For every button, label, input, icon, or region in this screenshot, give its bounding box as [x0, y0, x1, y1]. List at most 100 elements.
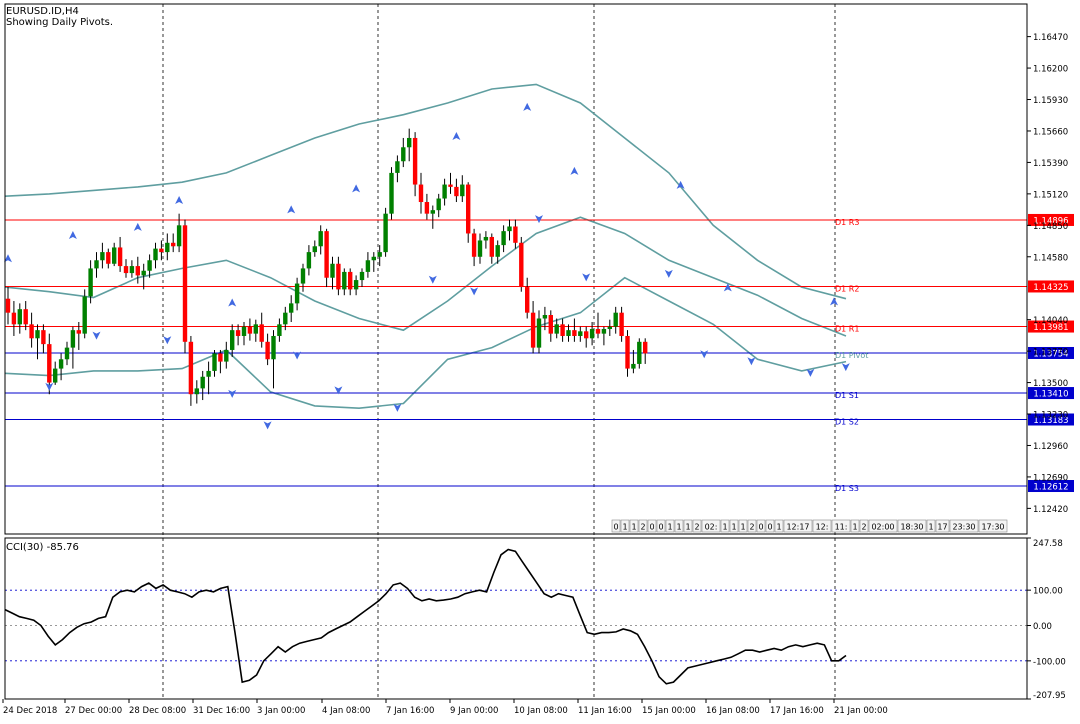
candle-body	[165, 242, 170, 253]
session-label: 02:	[705, 523, 718, 532]
time-tick-label: 31 Dec 16:00	[193, 706, 250, 716]
candle-body	[100, 252, 105, 261]
session-label: 02:00	[871, 523, 894, 532]
candle-body	[513, 226, 518, 243]
time-tick-label: 27 Dec 00:00	[65, 706, 122, 716]
price-tick-label: 1.14040	[1033, 316, 1068, 326]
fractal-down-icon	[841, 363, 850, 372]
candle-body	[466, 184, 471, 234]
fractal-down-icon	[92, 331, 101, 340]
session-box	[747, 519, 757, 533]
session-box	[812, 519, 832, 533]
candle-body	[324, 231, 329, 278]
time-tick-label: 15 Jan 00:00	[642, 706, 696, 716]
price-tick-label: 1.13230	[1033, 411, 1068, 421]
candle-body	[495, 245, 500, 257]
candle-body	[471, 233, 477, 257]
fractal-down-icon	[535, 215, 543, 224]
candle-body	[318, 231, 323, 247]
time-tick-label: 21 Jan 00:00	[834, 706, 888, 716]
candle-body	[253, 324, 258, 334]
price-tick-label: 1.15660	[1033, 127, 1068, 137]
candle-body	[377, 252, 382, 257]
session-label: 11:	[835, 523, 848, 532]
candle-body	[277, 324, 282, 336]
fractal-down-icon	[334, 386, 343, 395]
candle-body	[171, 242, 176, 247]
candle-body	[259, 324, 264, 342]
bollinger-lower-line	[4, 276, 847, 410]
candle-body	[342, 271, 347, 290]
candle-body	[607, 326, 612, 329]
candle-body	[353, 280, 359, 290]
candle-body	[542, 315, 548, 319]
candle-body	[584, 331, 589, 339]
session-label: 0	[758, 523, 763, 532]
session-label: 1	[731, 523, 736, 532]
pivot-name-label: D1 S3	[835, 484, 859, 493]
pivot-value-text: 1.13183	[1033, 416, 1068, 426]
session-label: 1	[776, 523, 781, 532]
candle-body	[112, 247, 117, 264]
session-label: 0	[613, 523, 618, 532]
fractal-down-icon	[428, 275, 437, 284]
candle-body	[619, 312, 624, 336]
pivot-name-label: D1 R1	[835, 325, 859, 334]
pivot-value-tag	[1028, 320, 1074, 333]
candle-body	[312, 246, 317, 253]
candle-body	[182, 225, 188, 342]
fractal-down-icon	[163, 336, 172, 345]
price-tick-label: 1.13770	[1033, 348, 1068, 358]
candle-body	[247, 326, 253, 334]
session-box	[897, 519, 927, 533]
session-box	[783, 519, 813, 533]
bollinger-bands	[4, 83, 847, 410]
session-label: 12:17	[786, 523, 809, 532]
fractal-down-icon	[45, 382, 54, 391]
candle-body	[235, 330, 241, 336]
candle-body	[35, 330, 40, 339]
time-tick-label: 3 Jan 00:00	[257, 706, 305, 716]
candle-body	[194, 388, 199, 395]
cci-tick-label: 247.58	[1033, 539, 1063, 549]
candle-body	[501, 231, 506, 246]
candle-body	[5, 298, 11, 313]
candle-body	[412, 137, 418, 185]
bollinger-middle-line	[4, 216, 847, 337]
candle-body	[589, 328, 595, 339]
candle-body	[88, 268, 93, 297]
candlestick-series	[5, 128, 648, 406]
session-box	[674, 519, 684, 533]
price-tick-label: 1.13500	[1033, 379, 1068, 389]
candle-body	[389, 172, 394, 214]
pivot-value-text: 1.14325	[1033, 283, 1068, 293]
candle-body	[601, 328, 607, 334]
candle-body	[159, 248, 164, 253]
fractal-up-icon	[133, 222, 142, 231]
pivot-value-text: 1.13410	[1033, 390, 1068, 400]
fractal-up-icon	[452, 131, 461, 140]
candle-body	[572, 330, 577, 336]
candle-body	[135, 266, 140, 276]
session-box	[647, 519, 657, 533]
candle-body	[359, 271, 365, 281]
fractal-up-icon	[352, 184, 361, 193]
time-tick-label: 10 Jan 08:00	[514, 706, 568, 716]
fractal-up-icon	[228, 298, 237, 307]
fractal-up-icon	[287, 205, 296, 214]
cci-tick-label: 0.00	[1033, 622, 1052, 632]
session-box	[935, 519, 950, 533]
pivot-name-label: D1 R3	[835, 218, 859, 227]
price-tick-label: 1.12690	[1033, 473, 1068, 483]
candle-body	[336, 263, 341, 290]
candle-body	[123, 266, 129, 274]
candle-body	[625, 335, 630, 369]
candle-body	[58, 359, 64, 369]
pivot-value-tag	[1028, 387, 1074, 400]
fractal-down-icon	[747, 357, 756, 366]
pivot-lines: D1 R3 1.14896 D1 R2 1.14325 D1 R1 1.13981 D1 P…	[5, 213, 1074, 493]
session-label: 18:30	[900, 523, 923, 532]
candle-body	[436, 198, 441, 211]
